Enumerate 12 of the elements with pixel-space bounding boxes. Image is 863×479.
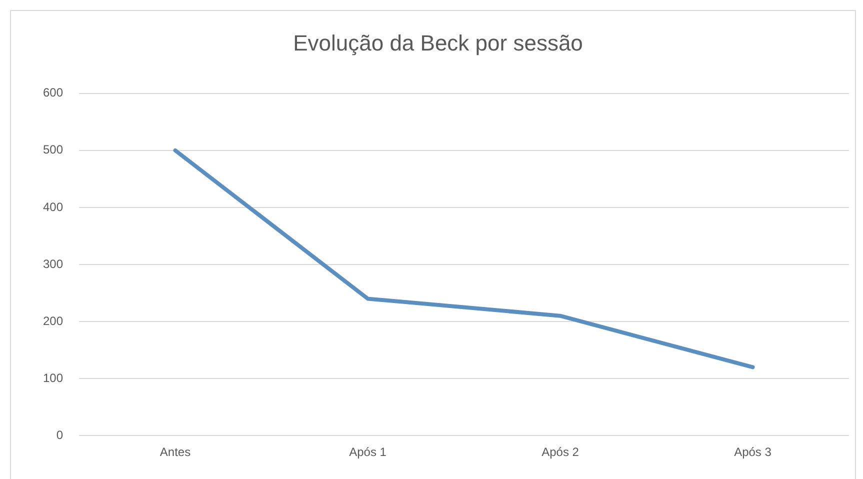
x-tick-label: Após 3 — [734, 445, 772, 460]
x-tick-label: Após 2 — [542, 445, 580, 460]
y-tick-label: 500 — [42, 142, 64, 157]
y-tick-label: 600 — [42, 86, 64, 100]
y-tick-label: 0 — [56, 428, 64, 442]
y-tick-label: 400 — [42, 200, 64, 214]
chart-title: Evolução da Beck por sessão — [293, 30, 583, 56]
x-tick-label: Antes — [160, 445, 191, 460]
y-tick-label: 300 — [42, 256, 64, 271]
x-tick-label: Após 1 — [349, 445, 387, 460]
y-tick-label: 100 — [42, 370, 64, 385]
y-tick-label: 200 — [42, 314, 64, 328]
